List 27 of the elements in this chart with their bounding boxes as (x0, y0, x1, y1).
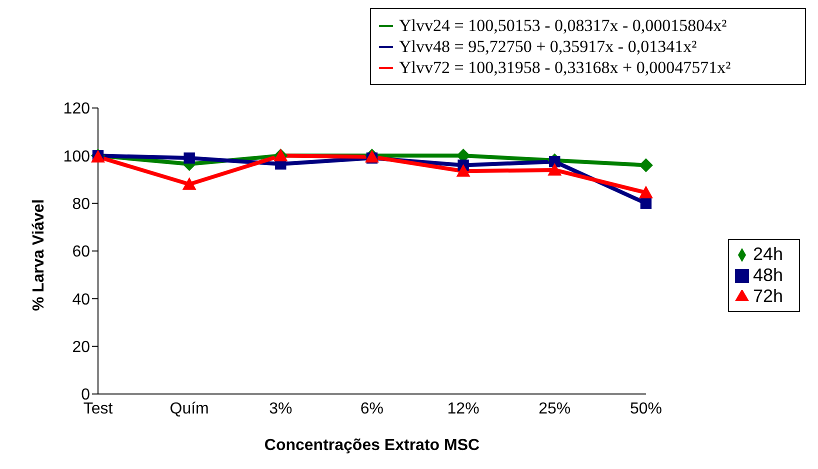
x-tick-label: 25% (538, 400, 571, 418)
legend-label: 48h (752, 264, 783, 284)
y-axis-title: % Larva Viável (30, 199, 48, 311)
legend-label: 24h (752, 244, 783, 264)
y-tick-label: 120 (63, 100, 90, 118)
point (640, 198, 652, 209)
x-tick-label: 50% (630, 400, 662, 418)
x-tick-label: 12% (447, 400, 480, 418)
text: Ylvv72 = 100,31958 - 0,33168x + 0,00047571x² (399, 57, 731, 78)
x-tick-label: 3% (269, 400, 292, 418)
point (638, 186, 653, 198)
y-tick-label: 100 (63, 148, 90, 166)
x-axis-title: Concentrações Extrato MSC (264, 437, 480, 454)
legend-label: 72h (752, 286, 783, 306)
text: Ylvv48 = 95,72750 + 0,35917x - 0,01341x² (399, 36, 697, 57)
y-tick-label: 60 (72, 244, 90, 261)
point (548, 162, 562, 176)
y-tick-label: 20 (72, 339, 90, 356)
text: Ylvv24 = 100,50153 - 0,08317x - 0,00015804x² (399, 15, 727, 36)
point (638, 158, 653, 172)
point (182, 177, 196, 190)
y-tick-label: 80 (72, 196, 90, 214)
x-tick-label: 6% (360, 400, 384, 418)
point (456, 164, 470, 177)
y-tick-label: 40 (72, 291, 90, 308)
x-tick-label: Quím (170, 400, 209, 418)
point (184, 152, 195, 164)
